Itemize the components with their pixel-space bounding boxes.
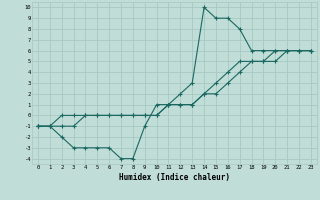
X-axis label: Humidex (Indice chaleur): Humidex (Indice chaleur)	[119, 173, 230, 182]
